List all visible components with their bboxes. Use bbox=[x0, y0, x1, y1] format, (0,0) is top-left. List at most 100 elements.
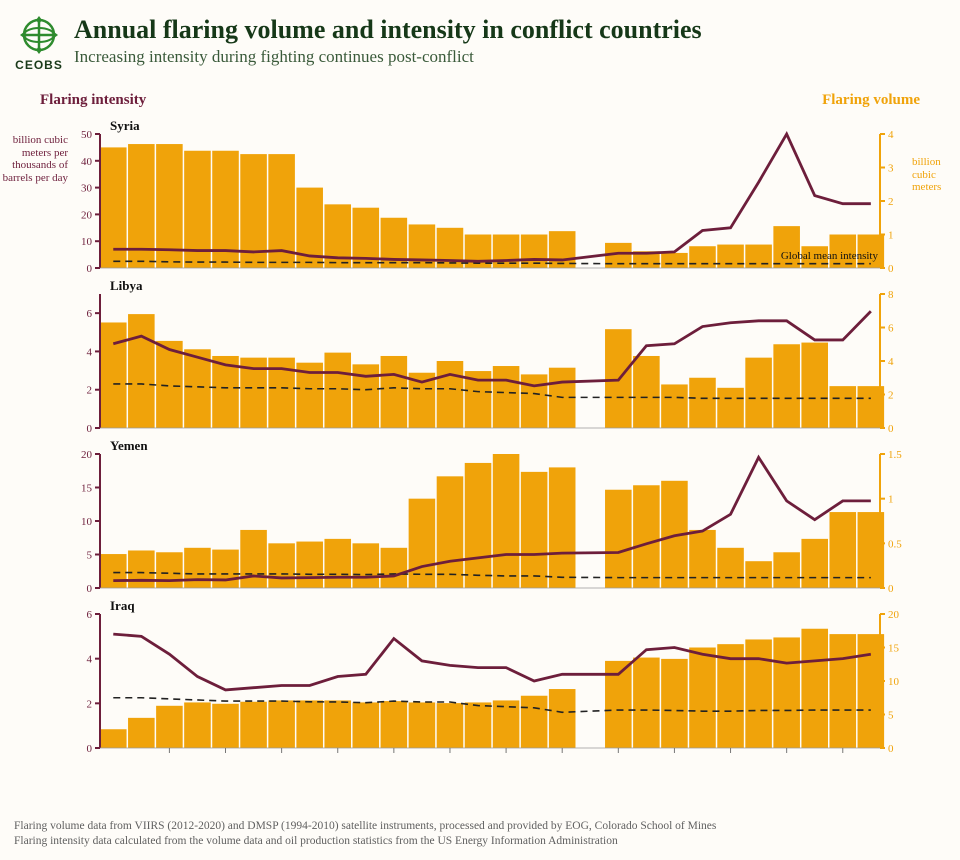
chart-row-iraq: Iraq024605101520199619982000200220042006… bbox=[0, 596, 960, 756]
svg-text:2: 2 bbox=[888, 196, 894, 208]
bar bbox=[156, 341, 183, 428]
svg-text:2018: 2018 bbox=[775, 755, 799, 756]
bar bbox=[661, 253, 688, 268]
svg-text:20: 20 bbox=[888, 609, 900, 621]
svg-text:6: 6 bbox=[87, 609, 93, 621]
bar bbox=[128, 550, 155, 588]
bar bbox=[745, 561, 772, 588]
header: CEOBS Annual flaring volume and intensit… bbox=[0, 0, 960, 82]
bar bbox=[240, 530, 267, 588]
svg-text:5: 5 bbox=[888, 710, 894, 722]
bar bbox=[296, 700, 323, 748]
svg-text:2000: 2000 bbox=[270, 755, 294, 756]
bar bbox=[212, 704, 239, 748]
svg-text:30: 30 bbox=[81, 183, 93, 195]
bar bbox=[381, 356, 408, 428]
svg-text:2012: 2012 bbox=[606, 755, 630, 756]
country-label: Libya bbox=[110, 278, 143, 294]
svg-text:4: 4 bbox=[888, 129, 894, 141]
bar bbox=[409, 702, 436, 748]
bar bbox=[633, 356, 660, 428]
bar bbox=[521, 696, 548, 748]
bar bbox=[156, 552, 183, 588]
svg-text:1: 1 bbox=[888, 230, 894, 242]
bar bbox=[324, 539, 351, 588]
svg-text:3: 3 bbox=[888, 163, 894, 175]
bar bbox=[240, 702, 267, 748]
legend-intensity: Flaring intensity bbox=[40, 92, 146, 109]
svg-text:2004: 2004 bbox=[382, 755, 406, 756]
bar bbox=[549, 689, 576, 748]
logo-block: CEOBS bbox=[14, 14, 64, 72]
ceobs-globe-icon bbox=[18, 14, 60, 56]
bar bbox=[381, 701, 408, 748]
bar bbox=[184, 702, 211, 748]
legend-volume: Flaring volume bbox=[822, 92, 920, 109]
svg-text:4: 4 bbox=[87, 346, 93, 358]
bar bbox=[268, 700, 295, 748]
bar bbox=[801, 343, 828, 428]
svg-text:2: 2 bbox=[888, 390, 894, 402]
legend: Flaring intensity Flaring volume bbox=[0, 92, 960, 116]
svg-text:0: 0 bbox=[888, 583, 894, 595]
svg-text:0: 0 bbox=[87, 743, 93, 755]
footer: Flaring volume data from VIIRS (2012-202… bbox=[14, 819, 946, 850]
svg-text:20: 20 bbox=[81, 449, 93, 461]
svg-text:6: 6 bbox=[888, 323, 894, 335]
svg-text:0.5: 0.5 bbox=[888, 538, 902, 550]
chart-svg: 0510152000.511.5 bbox=[0, 436, 960, 596]
global-mean-label: Global mean intensity bbox=[781, 250, 878, 262]
bar bbox=[745, 639, 772, 748]
bar bbox=[521, 374, 548, 428]
chart-svg: 0246051015201996199820002002200420062008… bbox=[0, 596, 960, 756]
chart-row-libya: Libya024602468 bbox=[0, 276, 960, 436]
bar bbox=[381, 548, 408, 588]
chart-row-yemen: Yemen0510152000.511.5 bbox=[0, 436, 960, 596]
svg-text:10: 10 bbox=[81, 236, 93, 248]
bar bbox=[549, 231, 576, 268]
bar bbox=[437, 476, 464, 588]
bar bbox=[829, 386, 856, 428]
bar bbox=[633, 658, 660, 748]
svg-text:0: 0 bbox=[87, 423, 93, 435]
bar bbox=[773, 637, 800, 748]
svg-text:0: 0 bbox=[87, 263, 93, 275]
bar bbox=[184, 548, 211, 588]
country-label: Iraq bbox=[110, 598, 135, 614]
bar bbox=[324, 700, 351, 748]
svg-text:2016: 2016 bbox=[719, 755, 743, 756]
country-label: Syria bbox=[110, 118, 140, 134]
bar bbox=[493, 366, 520, 428]
svg-text:10: 10 bbox=[81, 516, 93, 528]
bar bbox=[268, 543, 295, 588]
svg-text:0: 0 bbox=[888, 743, 894, 755]
svg-text:2: 2 bbox=[87, 385, 93, 397]
bar bbox=[296, 542, 323, 588]
svg-text:5: 5 bbox=[87, 550, 93, 562]
bar bbox=[100, 322, 127, 428]
bar bbox=[128, 718, 155, 748]
bar bbox=[465, 463, 492, 588]
bar bbox=[437, 361, 464, 428]
bar bbox=[353, 702, 380, 748]
bar bbox=[100, 554, 127, 588]
bar bbox=[437, 703, 464, 748]
bar bbox=[745, 358, 772, 428]
svg-text:4: 4 bbox=[888, 356, 894, 368]
bar bbox=[521, 472, 548, 588]
bar bbox=[773, 226, 800, 268]
bar bbox=[689, 378, 716, 428]
bar bbox=[801, 539, 828, 588]
svg-text:1996: 1996 bbox=[157, 755, 181, 756]
svg-text:6: 6 bbox=[87, 308, 93, 320]
bar bbox=[549, 467, 576, 588]
svg-text:15: 15 bbox=[81, 483, 93, 495]
bar bbox=[633, 485, 660, 588]
svg-text:2008: 2008 bbox=[494, 755, 518, 756]
bar bbox=[773, 552, 800, 588]
y1-axis-label: billion cubic meters per thousands of ba… bbox=[2, 134, 68, 185]
svg-text:2014: 2014 bbox=[662, 755, 686, 756]
svg-text:8: 8 bbox=[888, 289, 894, 301]
svg-text:1: 1 bbox=[888, 494, 894, 506]
title-block: Annual flaring volume and intensity in c… bbox=[74, 14, 702, 67]
